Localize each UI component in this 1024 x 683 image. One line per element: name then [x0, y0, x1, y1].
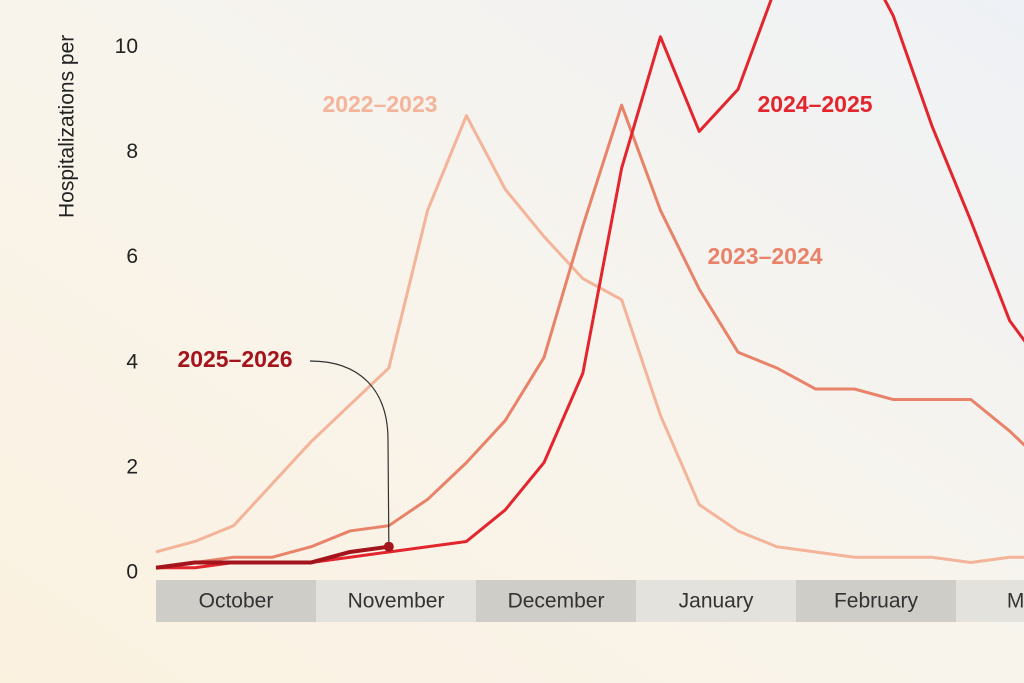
month-band [316, 580, 476, 622]
month-band [156, 580, 316, 622]
endpoint-dot [383, 541, 394, 552]
month-band [476, 580, 636, 622]
month-bands: October November December January February Ma… [156, 580, 1024, 622]
series-label: 2024–2025 [757, 91, 872, 117]
series-line [155, 544, 390, 570]
month-label: November [348, 590, 445, 613]
series-label: 2022–2023 [322, 91, 437, 117]
series-line [155, 103, 1024, 570]
month-label: October [199, 590, 274, 613]
y-tick-label: 0 [126, 561, 138, 584]
series-line [155, 114, 1024, 564]
y-tick-label: 10 [115, 35, 138, 58]
month-label: February [834, 590, 919, 613]
y-tick-label: 6 [126, 245, 138, 268]
y-tick-label: 8 [126, 140, 138, 163]
month-band [796, 580, 956, 622]
month-band [956, 580, 1024, 622]
y-tick-label: 4 [126, 350, 138, 373]
month-label: December [508, 590, 605, 613]
series-label: 2025–2026 [177, 346, 292, 372]
plot [155, 0, 1024, 570]
leader-line [309, 360, 390, 542]
y-axis-label: Hospitalizations per [56, 35, 79, 218]
month-band [636, 580, 796, 622]
month-label: January [679, 590, 754, 613]
month-label: March [1007, 590, 1024, 613]
y-tick-label: 2 [126, 455, 138, 478]
series-label: 2023–2024 [707, 243, 822, 269]
